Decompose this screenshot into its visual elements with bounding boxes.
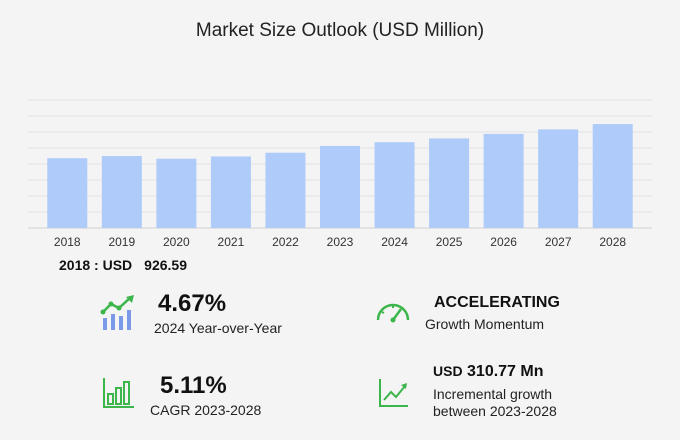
cagr-label: CAGR 2023-2028 — [150, 402, 262, 418]
bar-2026 — [483, 133, 524, 228]
base-year-amount: 926.59 — [144, 257, 187, 273]
chart-x-ticks: 2018 2019 2020 2021 2022 2023 2024 2025 2026 2027… — [54, 235, 626, 249]
bar-2023 — [320, 145, 360, 228]
cagr-value: 5.11% — [160, 372, 227, 399]
bar-2019 — [101, 156, 142, 228]
base-year-label: 2018 : USD — [59, 257, 133, 273]
x-tick-2028: 2028 — [599, 235, 626, 249]
yoy-value: 4.67% — [158, 290, 227, 317]
incremental-label-line2: between 2023-2028 — [433, 403, 557, 419]
incremental-value: USD 310.77 Mn — [433, 363, 544, 381]
chart-title: Market Size Outlook (USD Million) — [195, 20, 485, 41]
speedometer-icon — [376, 303, 410, 323]
bar-2018 — [47, 158, 88, 228]
incremental-currency: USD — [433, 363, 463, 379]
x-tick-2023: 2023 — [327, 235, 354, 249]
bar-chart: 2018 2019 2020 2021 2022 2023 2024 2025 2026 2027… — [28, 99, 652, 249]
momentum-label: Growth Momentum — [425, 316, 545, 332]
momentum-value: ACCELERATING — [434, 294, 560, 311]
trend-line-icon — [379, 379, 408, 407]
x-tick-2021: 2021 — [218, 235, 245, 249]
bar-2025 — [429, 138, 470, 228]
chart-bars — [47, 124, 633, 228]
yoy-label: 2024 Year-over-Year — [154, 320, 282, 336]
incremental-amount: 310.77 Mn — [467, 363, 544, 380]
base-year-value: 2018 : USD 926.59 — [59, 257, 187, 273]
bar-2024 — [374, 142, 415, 228]
growth-chart-icon — [100, 295, 134, 330]
x-tick-2024: 2024 — [381, 235, 408, 249]
x-tick-2027: 2027 — [545, 235, 572, 249]
bar-2021 — [210, 156, 251, 228]
x-tick-2022: 2022 — [272, 235, 299, 249]
bar-2027 — [538, 129, 579, 228]
x-tick-2019: 2019 — [108, 235, 135, 249]
bar-2022 — [265, 152, 306, 228]
x-tick-2025: 2025 — [436, 235, 463, 249]
bar-2020 — [156, 158, 197, 228]
x-tick-2020: 2020 — [163, 235, 190, 249]
x-tick-2018: 2018 — [54, 235, 81, 249]
incremental-label-line1: Incremental growth — [433, 386, 553, 402]
bar-2028 — [592, 124, 633, 228]
x-tick-2026: 2026 — [490, 235, 517, 249]
bar-chart-icon — [103, 378, 134, 408]
